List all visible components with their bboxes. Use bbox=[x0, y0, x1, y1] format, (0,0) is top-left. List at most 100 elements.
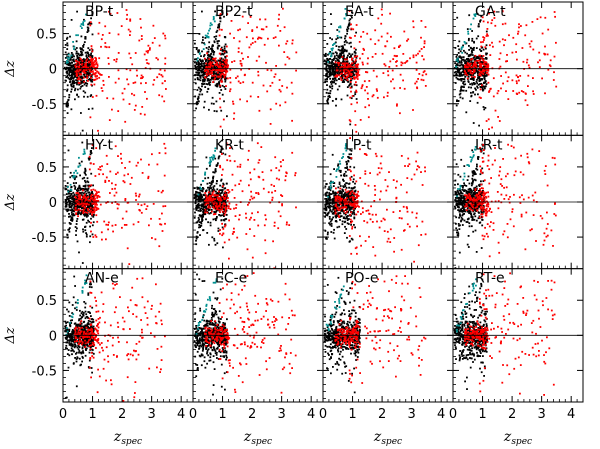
red-point bbox=[518, 26, 520, 29]
black-point bbox=[79, 187, 82, 190]
black-point bbox=[456, 74, 459, 77]
black-point bbox=[216, 216, 218, 218]
points-ga-t bbox=[453, 8, 558, 130]
black-point bbox=[485, 30, 488, 33]
teal-point bbox=[211, 23, 213, 26]
red-point bbox=[277, 18, 280, 21]
red-point bbox=[464, 64, 467, 66]
black-point bbox=[468, 37, 470, 40]
red-point bbox=[249, 171, 251, 174]
black-point bbox=[475, 69, 478, 72]
black-point bbox=[87, 30, 90, 32]
black-point bbox=[77, 95, 80, 98]
red-point bbox=[78, 61, 80, 64]
red-point bbox=[228, 202, 231, 205]
black-point bbox=[210, 47, 212, 50]
teal-point bbox=[463, 41, 466, 43]
black-point bbox=[484, 74, 486, 77]
black-point bbox=[88, 64, 91, 67]
red-point bbox=[346, 67, 349, 69]
black-point bbox=[70, 76, 73, 79]
black-point bbox=[195, 209, 198, 211]
black-point bbox=[353, 74, 355, 76]
red-point bbox=[218, 28, 221, 31]
red-point bbox=[89, 116, 92, 119]
red-point bbox=[214, 57, 217, 60]
red-point bbox=[372, 69, 375, 72]
teal-point bbox=[469, 28, 472, 30]
red-point bbox=[86, 211, 89, 214]
black-point bbox=[78, 58, 81, 61]
black-point bbox=[64, 57, 67, 59]
red-point bbox=[128, 103, 131, 105]
black-point bbox=[197, 51, 200, 54]
black-point bbox=[215, 196, 218, 199]
red-point bbox=[164, 205, 167, 207]
black-point bbox=[459, 96, 462, 99]
red-point bbox=[425, 73, 428, 76]
black-point bbox=[468, 49, 470, 51]
black-point bbox=[218, 71, 220, 74]
red-point bbox=[163, 69, 166, 72]
black-point bbox=[457, 52, 460, 54]
teal-point bbox=[205, 36, 208, 39]
teal-point bbox=[212, 154, 215, 157]
red-point bbox=[230, 20, 233, 22]
black-point bbox=[485, 47, 487, 50]
black-point bbox=[458, 69, 461, 72]
teal-point bbox=[328, 52, 330, 55]
black-point bbox=[329, 68, 332, 70]
black-point bbox=[355, 70, 357, 73]
red-point bbox=[258, 109, 261, 112]
red-point bbox=[515, 51, 517, 53]
black-point bbox=[196, 204, 199, 207]
black-point bbox=[467, 39, 470, 42]
teal-point bbox=[83, 150, 86, 153]
black-point bbox=[460, 78, 463, 80]
red-point bbox=[343, 67, 345, 70]
black-point bbox=[351, 67, 354, 70]
black-point bbox=[70, 219, 72, 221]
teal-point bbox=[77, 34, 79, 37]
red-point bbox=[225, 55, 228, 57]
red-point bbox=[350, 103, 353, 106]
red-point bbox=[515, 74, 518, 77]
red-point bbox=[155, 57, 158, 59]
red-point bbox=[143, 203, 146, 206]
black-point bbox=[344, 69, 347, 72]
black-point bbox=[342, 50, 344, 53]
red-point bbox=[415, 61, 418, 64]
red-point bbox=[85, 59, 88, 62]
black-point bbox=[463, 72, 466, 74]
black-point bbox=[226, 115, 228, 118]
black-point bbox=[212, 51, 215, 54]
red-point bbox=[85, 204, 88, 206]
red-point bbox=[344, 64, 346, 66]
red-point bbox=[88, 155, 91, 158]
red-point bbox=[83, 80, 86, 83]
red-point bbox=[363, 49, 365, 51]
red-point bbox=[159, 68, 162, 71]
red-point bbox=[363, 80, 366, 83]
black-point bbox=[224, 78, 226, 81]
red-point bbox=[89, 206, 92, 209]
black-point bbox=[328, 95, 331, 97]
red-point bbox=[219, 74, 222, 77]
red-point bbox=[115, 58, 118, 61]
red-point bbox=[85, 202, 88, 205]
red-point bbox=[80, 203, 83, 205]
red-point bbox=[212, 197, 215, 200]
black-point bbox=[461, 74, 464, 77]
red-point bbox=[354, 35, 356, 37]
black-point bbox=[201, 62, 203, 65]
red-point bbox=[278, 44, 280, 47]
black-point bbox=[82, 198, 85, 201]
red-point bbox=[214, 77, 216, 80]
red-point bbox=[353, 78, 356, 80]
red-point bbox=[82, 204, 85, 207]
black-point bbox=[74, 186, 77, 189]
red-point bbox=[108, 46, 111, 49]
black-point bbox=[66, 105, 69, 108]
teal-point bbox=[332, 47, 334, 50]
black-point bbox=[83, 41, 86, 43]
